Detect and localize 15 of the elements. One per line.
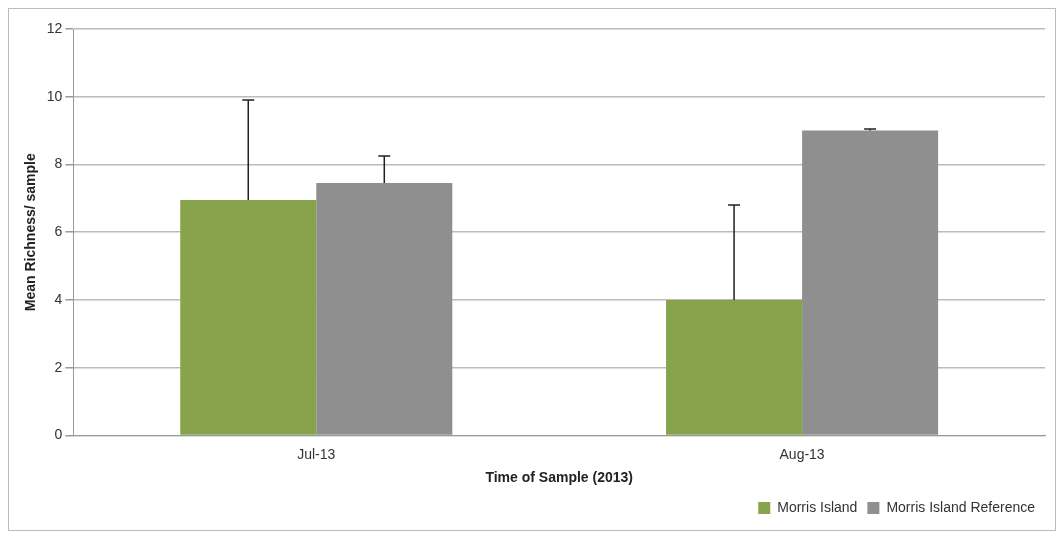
bar: [666, 299, 803, 435]
x-axis-title: Time of Sample (2013): [485, 469, 633, 486]
y-tick-label: 2: [54, 358, 63, 375]
legend-label: Morris Island Reference: [886, 498, 1036, 515]
y-axis-title: Mean Richness/ sample: [22, 153, 39, 312]
y-tick-label: 10: [46, 87, 63, 104]
bar: [180, 200, 317, 435]
legend-label: Morris Island: [777, 498, 858, 515]
y-tick-label: 12: [46, 19, 63, 36]
x-tick-label: Jul-13: [297, 445, 336, 462]
y-tick-label: 8: [54, 155, 63, 172]
y-tick-label: 0: [54, 426, 63, 443]
y-tick-label: 6: [54, 223, 63, 240]
x-tick-label: Aug-13: [779, 445, 825, 462]
y-tick-label: 4: [54, 290, 63, 307]
